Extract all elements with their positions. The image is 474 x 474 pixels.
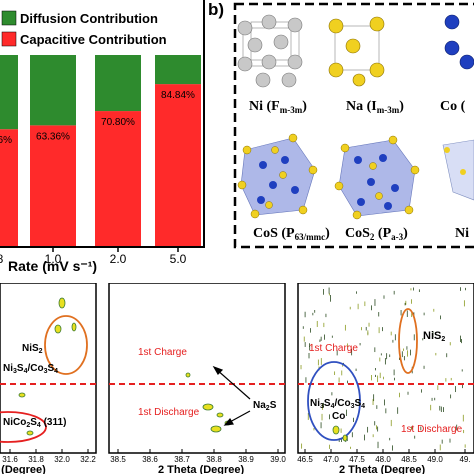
dashed-frame <box>233 2 474 249</box>
legend-swatch-diffusion <box>1 10 17 26</box>
cos-structure-label: CoS (P63/mmc) <box>253 226 330 242</box>
bar-capacitive-2 <box>95 111 141 248</box>
first-discharge-label: 1st Discharge <box>138 407 200 418</box>
nico2s4-highlight-ellipse <box>0 411 47 443</box>
ni3s4-co3s4-label: Ni3S4/Co3S4 <box>3 363 58 375</box>
first-discharge-label: 1st Discharge <box>401 424 463 435</box>
axis-tick-label: 32.2 <box>80 455 96 464</box>
axis-tick-label: 48.0 <box>375 455 391 464</box>
capacitive-contribution-chart: Diffusion Contribution Capacitive Contri… <box>0 0 205 274</box>
nico2s4-311-label: NiCo2S4 (311) <box>3 417 66 429</box>
ni3s4-co3s4-label: Ni3S4/Co3S4 <box>310 398 365 410</box>
middle-plot-frame <box>108 283 286 454</box>
xrd-contour-middle: 1st Charge 1st Discharge Na2S 38.5 38.6 38… <box>108 283 286 474</box>
axis-tick-label: 32.0 <box>54 455 70 464</box>
ni3s4-structure-label: Ni <box>455 226 469 241</box>
structure-box: Ni (Fm-3m) Na (Im-3m) Co ( CoS (P63/ <box>233 2 474 249</box>
na-structure-icon <box>328 16 385 87</box>
bar-diffusion-0 <box>0 55 18 130</box>
ni3s4-highlight-ellipse <box>307 361 361 441</box>
first-charge-label: 1st Charge <box>138 347 187 358</box>
bar-value-label: 61.36% <box>0 135 12 146</box>
bar-value-label: 63.36% <box>36 131 70 142</box>
axis-tick-label: 38.7 <box>174 455 190 464</box>
contour-blobs <box>185 372 232 433</box>
contour-blobs <box>332 425 348 442</box>
axis-tick-label: 46.5 <box>297 455 313 464</box>
contour-noise-lines <box>300 287 466 451</box>
na2s-arrows <box>212 365 251 426</box>
axis-tick-label: 38.5 <box>110 455 126 464</box>
co-structure-label: Co ( <box>440 99 466 114</box>
cos2-structure-label: CoS2 (Pa-3) <box>345 226 408 242</box>
axis-tick-label: 38.6 <box>142 455 158 464</box>
ni-structure-label: Ni (Fm-3m) <box>249 99 307 115</box>
contour-blobs <box>18 297 77 436</box>
bar-capacitive-0 <box>0 129 18 247</box>
bar-capacitive-1 <box>30 125 76 247</box>
right-axis-label: 2 Theta (Degree) <box>339 464 426 474</box>
x-tick-label: 0.8 <box>0 252 4 266</box>
axis-tick-label: 31.8 <box>28 455 44 464</box>
cos2-structure-icon <box>334 135 420 220</box>
axis-tick-label: 38.9 <box>238 455 254 464</box>
axis-tick-label: 49.0 <box>427 455 443 464</box>
axis-tick-label: 39.0 <box>270 455 286 464</box>
x-tick-label: 2.0 <box>110 252 127 266</box>
bar-value-label: 84.84% <box>161 90 195 101</box>
bar-value-label: 70.80% <box>101 117 135 128</box>
first-charge-label: 1st Charge <box>309 343 358 354</box>
co-structure-icon <box>444 14 474 70</box>
xrd-contour-left: NiS2 Ni3S4/Co3S4 NiCo2S4 (311) 31.6 31.8 3… <box>0 283 97 474</box>
bar-diffusion-2 <box>95 55 141 112</box>
left-axis-label: a (Degree) <box>0 464 46 474</box>
bar-capacitive-3 <box>155 84 201 247</box>
axis-tick-label: 47.0 <box>323 455 339 464</box>
legend-label-capacitive: Capacitive Contribution <box>20 32 167 47</box>
bar-group <box>0 55 201 248</box>
right-plot-frame <box>297 283 474 454</box>
panel-b-label: b) <box>208 0 225 19</box>
x-tick-label: 5.0 <box>170 252 187 266</box>
nis2-label: NiS2 <box>423 330 445 343</box>
x-axis-label: Rate (mV s⁻¹) <box>8 258 97 274</box>
legend-swatch-capacitive <box>1 31 17 47</box>
cos-structure-icon <box>237 133 318 219</box>
bar-diffusion-3 <box>155 55 201 85</box>
nis2-highlight-ellipse <box>398 308 418 374</box>
na2s-label: Na2S <box>253 400 277 412</box>
co-label: Co <box>332 411 345 422</box>
na-structure-label: Na (Im-3m) <box>346 99 404 115</box>
axis-tick-label: 31.6 <box>2 455 18 464</box>
axis-tick-label: 38.8 <box>206 455 222 464</box>
legend-label-diffusion: Diffusion Contribution <box>20 11 158 26</box>
legend: Diffusion Contribution Capacitive Contri… <box>1 10 167 47</box>
ni-structure-icon <box>237 14 303 88</box>
bar-diffusion-1 <box>30 55 76 126</box>
middle-axis-label: 2 Theta (Degree) <box>158 464 245 474</box>
xrd-contour-right: 1st Charge 1st Discharge NiS2 Ni3S4/Co3S… <box>297 283 474 474</box>
axis-tick-label: 47.5 <box>349 455 365 464</box>
nis2-highlight-ellipse <box>44 315 88 375</box>
axis-tick-label: 49. <box>459 455 470 464</box>
nis2-label: NiS2 <box>22 343 43 355</box>
axis-tick-label: 48.5 <box>401 455 417 464</box>
ni3s4-structure-icon <box>442 139 474 201</box>
crystal-structure-panel: b) Ni (Fm-3m) <box>203 0 474 268</box>
x-tick-label: 1.0 <box>45 252 62 266</box>
